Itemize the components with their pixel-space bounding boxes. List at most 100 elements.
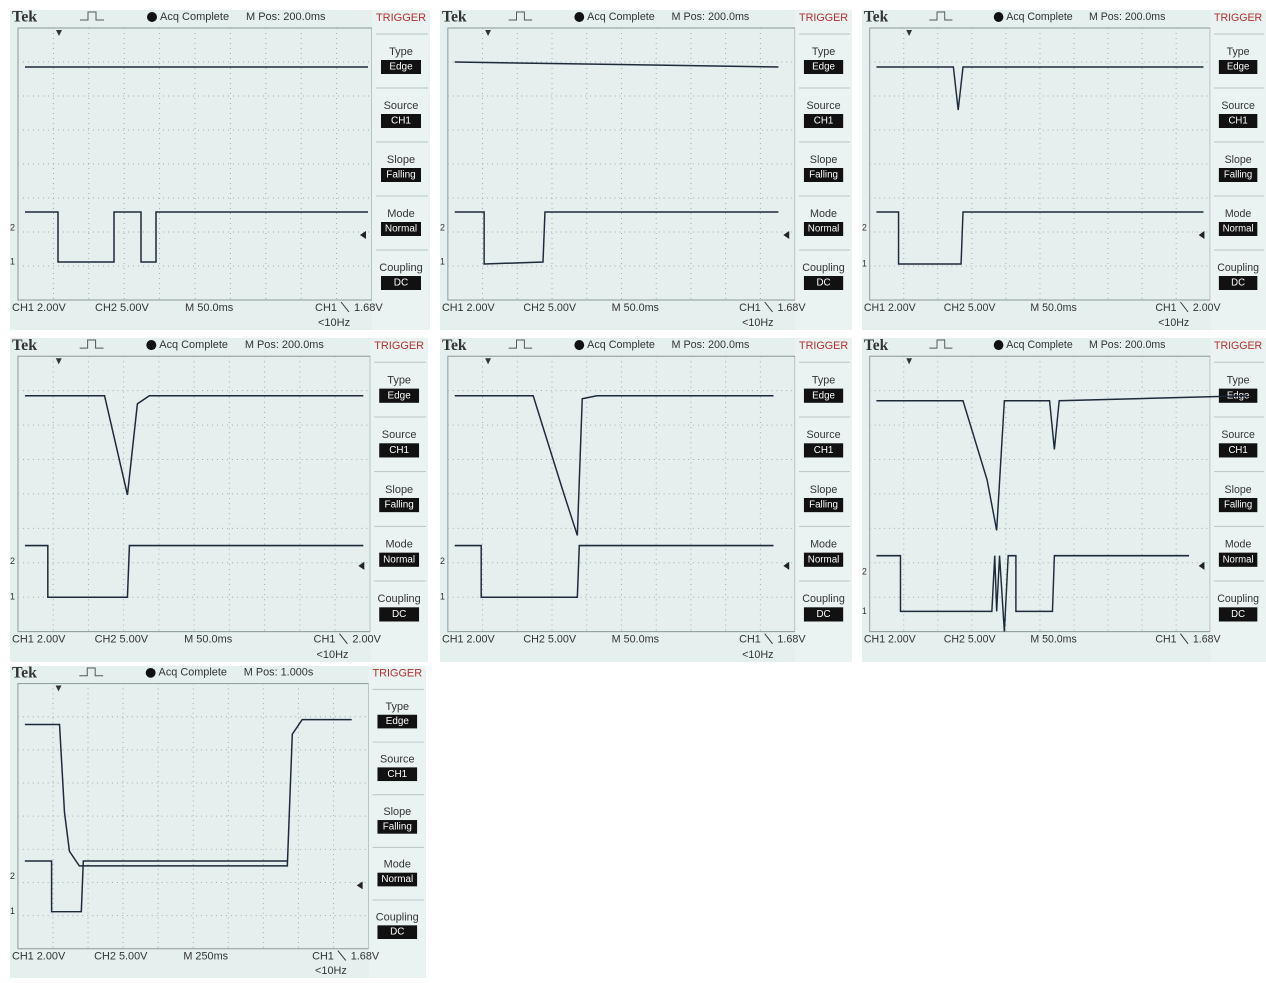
ch2-marker: 2 [862, 222, 867, 232]
menu-label: Coupling [378, 593, 421, 605]
menu-value: Falling [386, 170, 415, 181]
acq-status: Acq Complete [1006, 339, 1072, 351]
ch1-marker: 1 [10, 592, 15, 602]
menu-label: Coupling [379, 262, 422, 274]
menu-label: Coupling [1217, 262, 1259, 274]
menu-value: Normal [808, 554, 840, 565]
menu-label: Slope [387, 154, 415, 166]
menu-value: Normal [383, 554, 415, 565]
timebase: M 250ms [183, 950, 228, 962]
background [10, 666, 426, 978]
menu-label: Coupling [1217, 593, 1259, 605]
m-pos: M Pos: 200.0ms [246, 11, 326, 23]
scope-screen: TekAcq CompleteM Pos: 200.0msTRIGGERType… [10, 10, 430, 330]
trigger-level: 1.68V [354, 302, 383, 314]
menu-label: Slope [810, 154, 838, 166]
menu-value: Normal [385, 224, 417, 235]
menu-label: Coupling [802, 262, 845, 274]
scope-panel: TekAcq CompleteM Pos: 200.0msTRIGGERType… [10, 338, 428, 662]
menu-value: Edge [812, 62, 835, 73]
trigger-source: CH1 [315, 302, 337, 314]
trigger-frequency: <10Hz [315, 965, 347, 977]
trigger-heading: TRIGGER [376, 12, 426, 24]
brand: Tek [12, 666, 37, 681]
menu-value: Falling [1224, 169, 1252, 180]
menu-label: Mode [810, 538, 837, 550]
trigger-heading: TRIGGER [799, 12, 848, 24]
menu-value: Normal [808, 224, 840, 235]
acq-status: Acq Complete [160, 11, 229, 23]
timebase: M 50.0ms [1030, 633, 1077, 645]
menu-value: Falling [383, 822, 412, 833]
scope-screen: TekAcq CompleteM Pos: 200.0msTRIGGERType… [10, 338, 428, 662]
acq-dot [146, 340, 156, 350]
menu-value: Normal [1223, 554, 1254, 565]
menu-value: Falling [385, 500, 414, 511]
menu-value: Falling [809, 500, 838, 511]
menu-value: Falling [1224, 500, 1252, 511]
menu-value: DC [1231, 609, 1245, 620]
ch2-scale: CH2 5.00V [95, 302, 149, 314]
ch1-marker: 1 [862, 258, 867, 268]
acq-status: Acq Complete [1006, 11, 1072, 23]
background [440, 10, 852, 330]
menu-value: CH1 [1228, 115, 1247, 126]
menu-label: Source [380, 754, 414, 766]
ch1-scale: CH1 2.00V [864, 633, 916, 645]
menu-label: Source [1221, 100, 1255, 112]
page: Tek Acq Complete M Pos: 200.0ms TRIGGER Type… [0, 0, 1266, 978]
brand: Tek [12, 338, 37, 354]
menu-label: Coupling [376, 911, 419, 923]
scope-screen: TekAcq CompleteM Pos: 1.000sTRIGGERTypeE… [10, 666, 426, 978]
ch2-marker: 2 [862, 566, 867, 576]
m-pos: M Pos: 200.0ms [1089, 11, 1165, 23]
menu-value: DC [394, 278, 408, 289]
brand: Tek [442, 10, 467, 26]
ch1-marker: 1 [440, 256, 445, 266]
menu-label: Mode [1225, 208, 1251, 220]
menu-value: Edge [386, 716, 410, 727]
menu-label: Type [387, 374, 411, 386]
ch1-marker: 1 [10, 906, 15, 916]
ch1-scale: CH1 2.00V [864, 302, 916, 314]
m-pos: M Pos: 1.000s [244, 667, 314, 679]
scope-panel: TekAcq CompleteM Pos: 200.0msTRIGGERType… [862, 338, 1266, 662]
menu-value: Normal [1223, 223, 1254, 234]
menu-value: DC [816, 609, 830, 620]
menu-label: Type [812, 374, 835, 386]
menu-label: Mode [384, 859, 411, 871]
menu-label: Source [806, 429, 840, 441]
trigger-frequency: <10Hz [318, 317, 350, 329]
timebase: M 50.0ms [612, 634, 660, 646]
acq-dot [147, 12, 157, 22]
ch1-scale: CH1 2.00V [442, 302, 495, 314]
menu-label: Source [382, 429, 417, 441]
menu-value: DC [1231, 277, 1245, 288]
menu-value: CH1 [1228, 445, 1247, 456]
menu-label: Type [389, 46, 413, 58]
menu-label: Mode [1225, 538, 1251, 550]
trigger-frequency: <10Hz [742, 649, 773, 661]
acq-dot [994, 12, 1004, 22]
trigger-level: 2.00V [352, 634, 381, 646]
trigger-heading: TRIGGER [1214, 12, 1262, 24]
ch1-marker: 1 [10, 256, 15, 266]
trigger-frequency: <10Hz [1158, 317, 1189, 329]
trigger-source: CH1 [1155, 302, 1176, 314]
menu-value: DC [392, 609, 406, 620]
ch2-marker: 2 [440, 556, 445, 566]
m-pos: M Pos: 200.0ms [672, 339, 750, 351]
ch1-scale: CH1 2.00V [12, 950, 66, 962]
menu-label: Coupling [802, 593, 845, 605]
menu-value: CH1 [814, 116, 834, 127]
trigger-level: 1.68V [777, 634, 806, 646]
scope-screen: TekAcq CompleteM Pos: 200.0msTRIGGERType… [440, 338, 852, 662]
menu-label: Mode [385, 538, 412, 550]
acq-status: Acq Complete [159, 339, 228, 351]
trigger-heading: TRIGGER [372, 668, 422, 680]
m-pos: M Pos: 200.0ms [1089, 339, 1166, 351]
trigger-frequency: <10Hz [317, 649, 349, 661]
menu-label: Source [1221, 429, 1255, 441]
trigger-heading: TRIGGER [1214, 340, 1262, 352]
scope-screen: TekAcq CompleteM Pos: 200.0msTRIGGERType… [862, 10, 1266, 330]
